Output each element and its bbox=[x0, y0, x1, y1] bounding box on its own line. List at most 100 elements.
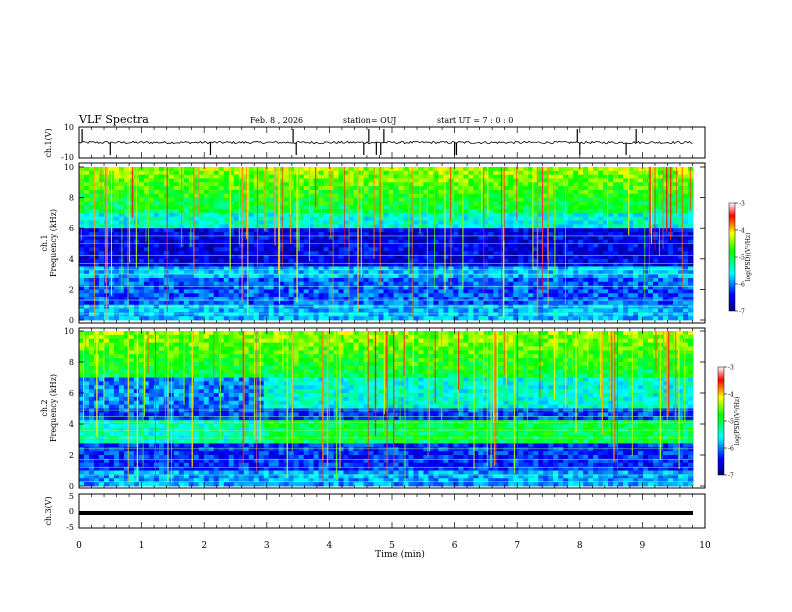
spectrogram-cell bbox=[403, 170, 409, 176]
spectrogram-cell bbox=[638, 170, 644, 176]
spectrogram-cell bbox=[493, 266, 499, 271]
spectrogram-cell bbox=[143, 274, 150, 279]
spectrogram-cell bbox=[453, 312, 459, 317]
spectrogram-cell bbox=[588, 205, 594, 210]
spectrogram-cell bbox=[493, 205, 499, 210]
spectrogram-cell bbox=[178, 274, 185, 279]
spectrogram-cell bbox=[513, 170, 519, 176]
spectrogram-cell bbox=[563, 312, 569, 317]
spectrogram-cell bbox=[338, 270, 344, 275]
spectrogram-cell bbox=[243, 300, 250, 306]
spectrogram-cell bbox=[593, 247, 599, 252]
spectrogram-cell bbox=[618, 228, 624, 233]
spectrogram-cell bbox=[618, 239, 624, 244]
spectrogram-cell bbox=[683, 304, 689, 309]
spectrogram-cell bbox=[633, 205, 639, 210]
spectrogram-cell bbox=[323, 300, 329, 306]
spectrogram-cell bbox=[448, 312, 454, 317]
spectrogram-cell bbox=[383, 170, 389, 176]
spectrogram-cell bbox=[533, 243, 539, 248]
spectrogram-cell bbox=[538, 193, 544, 199]
spectrogram-cell bbox=[443, 304, 449, 309]
spectrogram-cell bbox=[638, 243, 644, 248]
spectrogram-cell bbox=[648, 277, 654, 283]
spectrogram-cell bbox=[208, 220, 215, 225]
spectrogram-cell bbox=[443, 266, 449, 271]
spectrogram-cell bbox=[158, 277, 165, 283]
spectrogram-cell bbox=[363, 262, 369, 267]
spectrogram-cell bbox=[213, 216, 220, 221]
spectrogram-cell bbox=[148, 274, 155, 279]
spectrogram-cell bbox=[423, 197, 429, 202]
spectrogram-cell bbox=[193, 239, 200, 244]
spectrogram-cell bbox=[408, 174, 414, 179]
spectrogram-cell bbox=[488, 186, 494, 191]
spectrogram-cell bbox=[568, 289, 574, 294]
spectrogram-cell bbox=[213, 297, 220, 302]
spectrogram-cell bbox=[193, 228, 200, 233]
spectrogram-cell bbox=[228, 266, 235, 271]
spectrogram-cell bbox=[628, 312, 634, 317]
spectrogram-cell bbox=[618, 258, 624, 264]
spectrogram-cell bbox=[588, 266, 594, 271]
spectrogram-cell bbox=[438, 243, 444, 248]
spectrogram-cell bbox=[688, 316, 694, 321]
spectrogram-cell bbox=[88, 186, 95, 191]
spectrogram-cell bbox=[608, 304, 614, 309]
spectrogram-cell bbox=[248, 251, 255, 256]
spectrogram-cell bbox=[503, 239, 509, 244]
spectrogram-cell bbox=[183, 228, 190, 233]
spectrogram-cell bbox=[153, 293, 160, 298]
spectrogram-cell bbox=[123, 228, 130, 233]
spectrogram-cell bbox=[288, 228, 295, 233]
spectrogram-cell bbox=[523, 281, 529, 286]
spectrogram-cell bbox=[393, 270, 399, 275]
spectrogram-cell bbox=[513, 266, 519, 271]
spectrogram-cell bbox=[268, 209, 275, 214]
spectrogram-cell bbox=[303, 312, 310, 317]
spectrogram-cell bbox=[658, 170, 664, 176]
spectrogram-cell bbox=[493, 254, 499, 260]
spectrogram-cell bbox=[188, 304, 195, 309]
spectrogram-cell bbox=[673, 170, 679, 176]
spectrogram-cell bbox=[143, 212, 150, 218]
spectrogram-cell bbox=[588, 262, 594, 267]
spectrogram-cell bbox=[633, 289, 639, 294]
spectrogram-cell bbox=[463, 274, 469, 279]
spectrogram-cell bbox=[303, 285, 310, 290]
spectrogram-cell bbox=[368, 304, 374, 309]
spectrogram-cell bbox=[433, 235, 439, 241]
spectrogram-cell bbox=[168, 270, 175, 275]
spectrogram-cell bbox=[263, 274, 270, 279]
spectrogram-cell bbox=[618, 297, 624, 302]
spectrogram-cell bbox=[368, 193, 374, 199]
spectrogram-cell bbox=[428, 254, 434, 260]
spectrogram-cell bbox=[113, 220, 120, 225]
spectrogram-cell bbox=[193, 274, 200, 279]
spectrogram-cell bbox=[208, 262, 215, 267]
spectrogram-cell bbox=[678, 308, 684, 313]
spectrogram-cell bbox=[283, 293, 290, 298]
spectrogram-cell bbox=[283, 205, 290, 210]
spectrogram-cell bbox=[298, 189, 305, 195]
spectrogram-cell bbox=[408, 285, 414, 290]
spectrogram-cell bbox=[88, 262, 95, 267]
spectrogram-cell bbox=[488, 293, 494, 298]
spectrogram-cell bbox=[358, 316, 364, 321]
spectrogram-cell bbox=[543, 224, 549, 229]
spectrogram-cell bbox=[573, 274, 579, 279]
spectrogram-cell bbox=[623, 201, 629, 206]
spectrogram-cell bbox=[198, 209, 205, 214]
spectrogram-cell bbox=[453, 274, 459, 279]
spectrogram-cell bbox=[518, 251, 524, 256]
spectrogram-cell bbox=[98, 178, 105, 183]
spectrogram-cell bbox=[628, 216, 634, 221]
spectrogram-cell bbox=[393, 189, 399, 195]
spectrogram-cell bbox=[328, 247, 334, 252]
spectrogram-cell bbox=[168, 304, 175, 309]
spectrogram-cell bbox=[503, 167, 509, 172]
spectrogram-cell bbox=[623, 197, 629, 202]
spectrogram-cell bbox=[168, 167, 175, 172]
spectrogram-cell bbox=[208, 228, 215, 233]
spectrogram-cell bbox=[473, 262, 479, 267]
